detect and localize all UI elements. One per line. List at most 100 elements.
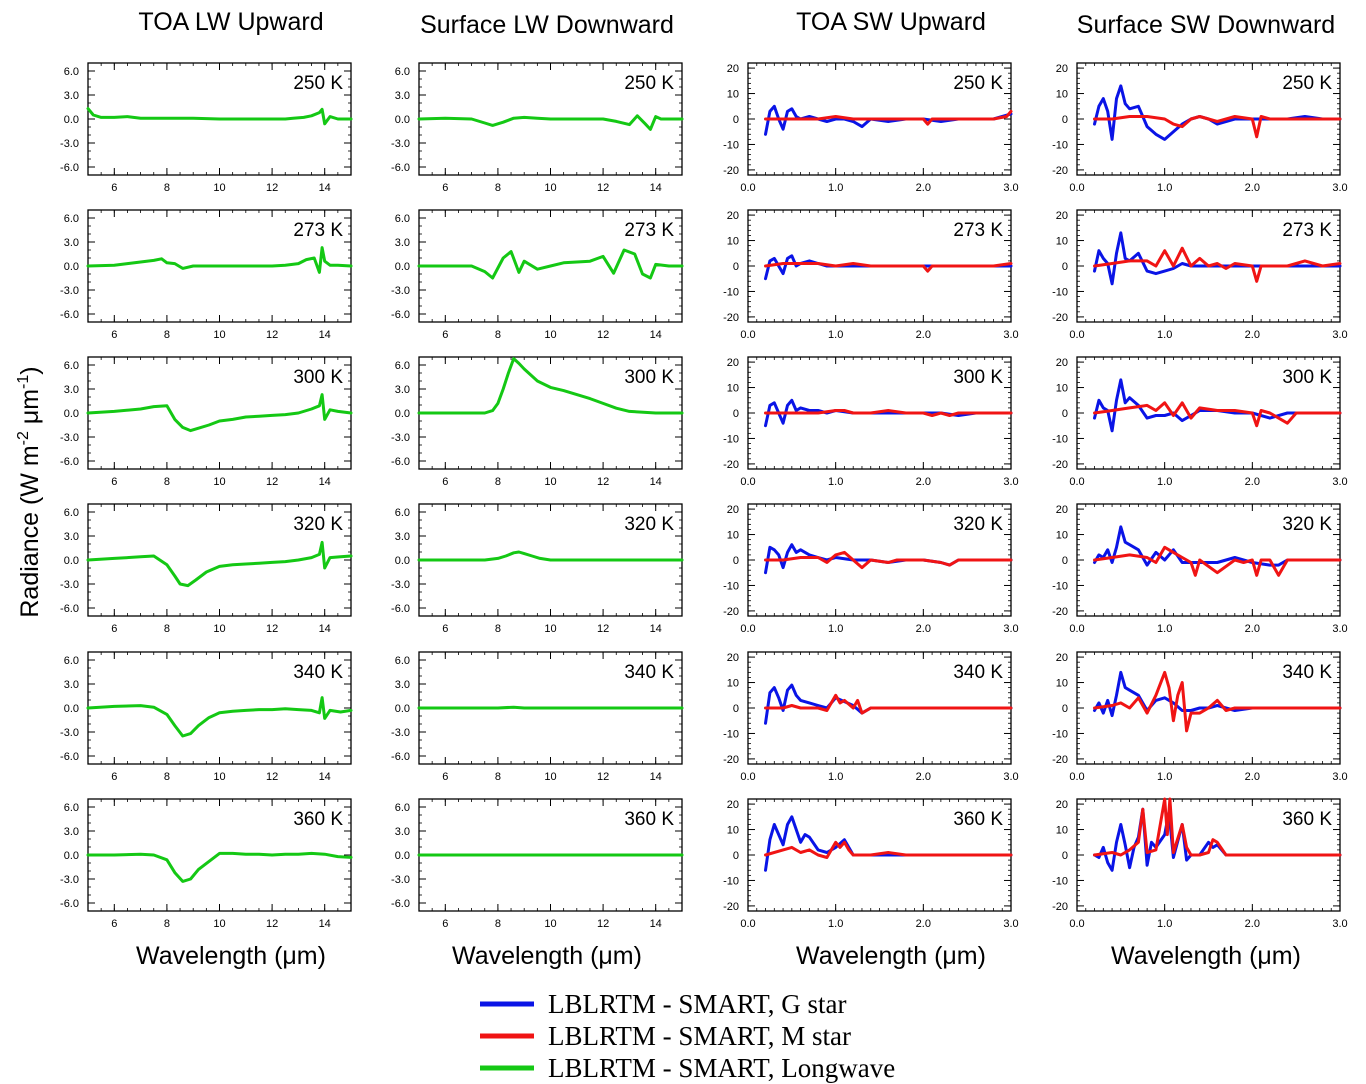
x-tick-label: 8 (495, 329, 501, 341)
x-tick-label: 10 (213, 329, 225, 341)
y-tick-label: -10 (723, 433, 739, 445)
y-tick-label: 0.0 (395, 555, 410, 567)
panel-c4-r4: 0.0 1.0 2.0 3.0 20 10 0 -10 -20 320 K (1052, 503, 1348, 635)
x-tick-label: 2.0 (916, 623, 931, 635)
x-tick-label: 3.0 (1332, 476, 1347, 488)
y-tick-label: -3.0 (60, 138, 79, 150)
x-tick-label: 12 (266, 623, 278, 635)
y-tick-label: -10 (723, 139, 739, 151)
y-tick-label: 10 (1056, 678, 1068, 690)
panel-c4-r3: 0.0 1.0 2.0 3.0 20 10 0 -10 -20 300 K (1052, 356, 1348, 488)
x-tick-label: 8 (495, 476, 501, 488)
panel-c2-r2: 6 8 10 12 14 6.0 3.0 0.0 -3.0 -6.0 273 K (391, 209, 684, 341)
panel-c1-r6: 6 8 10 12 14 6.0 3.0 0.0 -3.0 -6.0 360 K (60, 798, 353, 930)
y-tick-label: 6.0 (395, 360, 410, 372)
y-tick-label: 10 (727, 825, 739, 837)
series-line-m-star (1093, 115, 1342, 139)
column-title-toa-lw-upward: TOA LW Upward (138, 8, 323, 36)
x-tick-label: 1.0 (1157, 329, 1172, 341)
y-tick-label: 6.0 (64, 213, 79, 225)
y-tick-label: 0.0 (395, 261, 410, 273)
y-tick-label: -6.0 (391, 603, 410, 615)
panel-c3-r6: 0.0 1.0 2.0 3.0 20 10 0 -10 -20 360 K (723, 798, 1019, 930)
panel-c1-r1: 6 8 10 12 14 6.0 3.0 0.0 -3.0 -6.0 250 K (60, 62, 353, 194)
panel-temperature-label: 250 K (953, 73, 1003, 94)
x-tick-label: 12 (597, 623, 609, 635)
panel-temperature-label: 320 K (293, 514, 343, 535)
y-tick-label: 6.0 (64, 360, 79, 372)
y-tick-label: 0 (733, 408, 739, 420)
y-tick-label: -6.0 (391, 309, 410, 321)
x-tick-label: 6 (111, 623, 117, 635)
y-tick-label: 0.0 (395, 114, 410, 126)
y-tick-label: 10 (1056, 825, 1068, 837)
panel-c4-r2: 0.0 1.0 2.0 3.0 20 10 0 -10 -20 273 K (1052, 209, 1348, 341)
series-line-longwave (86, 540, 353, 588)
panel-temperature-label: 340 K (953, 662, 1003, 683)
y-tick-label: -3.0 (60, 579, 79, 591)
x-tick-label: 1.0 (828, 771, 843, 783)
x-tick-label: 2.0 (916, 771, 931, 783)
series-line-longwave (417, 357, 684, 415)
x-tick-label: 1.0 (1157, 918, 1172, 930)
panel-c1-r5: 6 8 10 12 14 6.0 3.0 0.0 -3.0 -6.0 340 K (60, 651, 353, 783)
y-tick-label: 3.0 (64, 237, 79, 249)
x-axis-label-col-3: Wavelength (μm) (796, 942, 986, 970)
y-tick-label: 3.0 (395, 826, 410, 838)
x-tick-label: 2.0 (1245, 623, 1260, 635)
y-tick-label: -20 (723, 459, 739, 471)
x-tick-label: 12 (266, 476, 278, 488)
y-tick-label: -20 (1052, 754, 1068, 766)
series-line-g-star (764, 104, 1013, 136)
y-tick-label: 0 (733, 114, 739, 126)
y-tick-label: 0 (1062, 114, 1068, 126)
y-tick-label: 6.0 (395, 507, 410, 519)
x-tick-label: 0.0 (740, 918, 755, 930)
x-tick-label: 10 (544, 918, 556, 930)
series-line-m-star (1093, 401, 1342, 428)
y-tick-label: -10 (1052, 728, 1068, 740)
panel-temperature-label: 320 K (1282, 514, 1332, 535)
series-line-longwave (86, 107, 353, 126)
y-tick-label: -6.0 (391, 162, 410, 174)
x-tick-label: 6 (442, 476, 448, 488)
y-tick-label: 0.0 (395, 703, 410, 715)
x-axis-labels: Wavelength (μm) Wavelength (μm) Waveleng… (136, 942, 1301, 970)
x-tick-label: 1.0 (1157, 476, 1172, 488)
y-tick-label: 6.0 (395, 802, 410, 814)
y-tick-label: -20 (1052, 165, 1068, 177)
y-tick-label: 3.0 (64, 826, 79, 838)
y-tick-label: -10 (1052, 286, 1068, 298)
y-tick-label: -10 (1052, 433, 1068, 445)
x-tick-label: 14 (319, 623, 331, 635)
x-tick-label: 10 (213, 623, 225, 635)
y-axis-label: Radiance (W m-2 μm-1) (15, 366, 44, 617)
panel-c1-r3: 6 8 10 12 14 6.0 3.0 0.0 -3.0 -6.0 300 K (60, 356, 353, 488)
y-tick-label: -10 (1052, 580, 1068, 592)
series-line-m-star (764, 262, 1013, 273)
x-tick-label: 12 (597, 476, 609, 488)
x-tick-label: 14 (650, 771, 662, 783)
panel-c4-r6: 0.0 1.0 2.0 3.0 20 10 0 -10 -20 360 K (1052, 797, 1348, 930)
panel-temperature-label: 320 K (953, 514, 1003, 535)
x-tick-label: 10 (213, 182, 225, 194)
x-tick-label: 12 (266, 918, 278, 930)
y-tick-label: -20 (723, 312, 739, 324)
x-tick-label: 2.0 (1245, 476, 1260, 488)
legend-label-m-star: LBLRTM - SMART, M star (548, 1021, 851, 1051)
x-tick-label: 3.0 (1003, 182, 1018, 194)
y-tick-label: 20 (727, 63, 739, 75)
y-tick-label: 0.0 (64, 850, 79, 862)
panel-c3-r2: 0.0 1.0 2.0 3.0 20 10 0 -10 -20 273 K (723, 209, 1019, 341)
panel-temperature-label: 360 K (624, 809, 674, 830)
panel-c1-r4: 6 8 10 12 14 6.0 3.0 0.0 -3.0 -6.0 320 K (60, 503, 353, 635)
x-tick-label: 14 (319, 476, 331, 488)
x-tick-label: 2.0 (916, 476, 931, 488)
y-tick-label: -10 (723, 286, 739, 298)
x-tick-label: 8 (495, 623, 501, 635)
x-tick-label: 0.0 (1069, 771, 1084, 783)
y-tick-label: -10 (1052, 139, 1068, 151)
panel-temperature-label: 250 K (293, 73, 343, 94)
x-tick-label: 3.0 (1003, 918, 1018, 930)
x-axis-label-col-2: Wavelength (μm) (452, 942, 642, 970)
